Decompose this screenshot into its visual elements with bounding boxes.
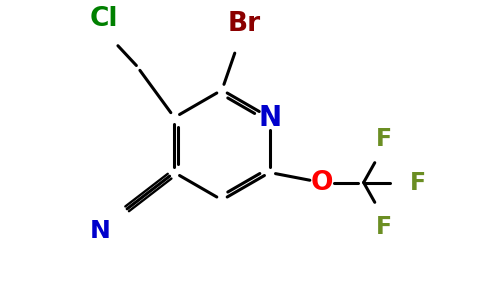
Text: Br: Br xyxy=(227,11,260,37)
Text: Cl: Cl xyxy=(90,7,119,32)
Text: F: F xyxy=(409,170,426,194)
Text: N: N xyxy=(90,218,111,242)
Text: N: N xyxy=(258,103,281,131)
Text: F: F xyxy=(376,214,392,239)
Text: F: F xyxy=(376,127,392,151)
Text: O: O xyxy=(310,169,333,196)
